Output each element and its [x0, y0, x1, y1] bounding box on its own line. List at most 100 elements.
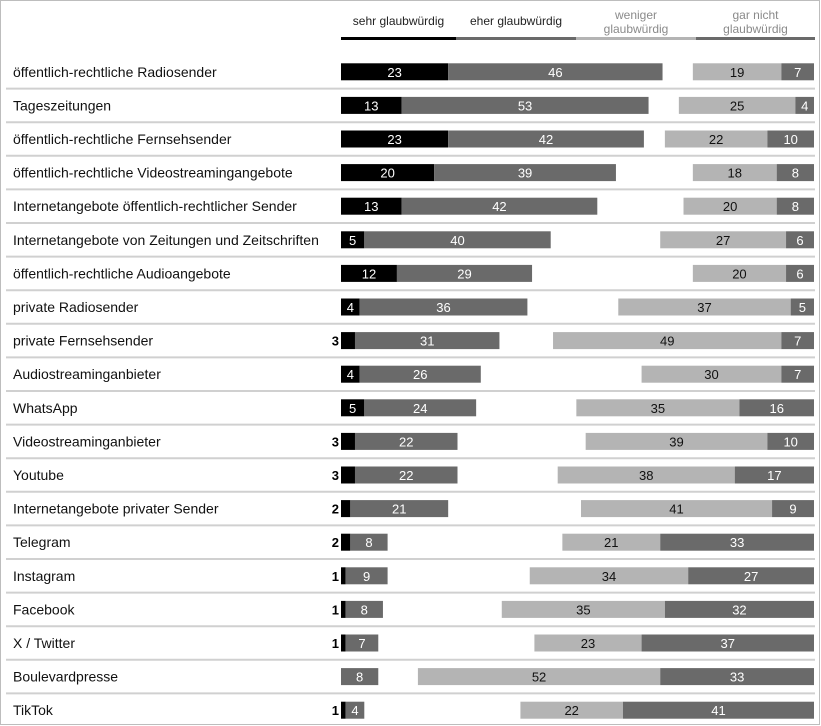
bar-weniger-glaubwuerdig: [529, 567, 689, 585]
bar-weniger-glaubwuerdig: [557, 466, 735, 484]
category-label: Internetangebote öffentlich-rechtlicher …: [13, 198, 297, 214]
value-label-eher: 26: [413, 367, 427, 382]
value-label-gar-nicht: 27: [744, 569, 758, 584]
value-label-sehr: 4: [347, 367, 354, 382]
value-label-sehr: 5: [349, 401, 356, 416]
value-label-sehr: 3: [332, 468, 339, 483]
category-label: öffentlich-rechtliche Audioangebote: [13, 265, 231, 281]
bar-weniger-glaubwuerdig: [501, 600, 665, 618]
legend-swatch-3: [576, 37, 696, 40]
value-label-gar-nicht: 37: [721, 636, 735, 651]
value-label-weniger: 35: [651, 401, 665, 416]
value-label-weniger: 18: [728, 166, 742, 181]
value-label-weniger: 39: [669, 434, 683, 449]
bar-eher-glaubwuerdig: [401, 197, 598, 215]
bar-weniger-glaubwuerdig: [692, 63, 782, 81]
value-label-weniger: 19: [730, 65, 744, 80]
value-label-weniger: 30: [704, 367, 718, 382]
bar-gar-nicht-glaubwuerdig: [660, 533, 814, 551]
value-label-weniger: 20: [732, 266, 746, 281]
bar-gar-nicht-glaubwuerdig: [688, 567, 814, 585]
value-label-sehr: 4: [347, 300, 354, 315]
bar-weniger-glaubwuerdig: [692, 164, 777, 182]
value-label-sehr: 13: [364, 199, 378, 214]
bar-eher-glaubwuerdig: [364, 399, 477, 417]
bar-eher-glaubwuerdig: [434, 164, 616, 182]
bar-sehr-glaubwuerdig: [341, 701, 346, 719]
bar-gar-nicht-glaubwuerdig: [786, 264, 814, 282]
value-label-weniger: 38: [639, 468, 653, 483]
legend-swatch-4: [696, 37, 815, 40]
bar-weniger-glaubwuerdig: [534, 634, 642, 652]
bar-gar-nicht-glaubwuerdig: [781, 332, 814, 350]
value-label-gar-nicht: 6: [796, 233, 803, 248]
value-label-gar-nicht: 7: [794, 65, 801, 80]
value-label-gar-nicht: 17: [767, 468, 781, 483]
value-label-gar-nicht: 4: [801, 98, 808, 113]
bar-eher-glaubwuerdig: [359, 365, 481, 383]
bar-sehr-glaubwuerdig: [341, 264, 397, 282]
legend-label-4-line1: gar nicht: [732, 8, 779, 22]
value-label-sehr: 3: [332, 434, 339, 449]
bar-sehr-glaubwuerdig: [341, 197, 402, 215]
bar-weniger-glaubwuerdig: [692, 264, 787, 282]
value-label-eher: 4: [351, 703, 358, 718]
value-label-eher: 8: [361, 602, 368, 617]
value-label-weniger: 25: [730, 98, 744, 113]
value-label-eher: 46: [548, 65, 562, 80]
value-label-weniger: 23: [581, 636, 595, 651]
value-label-eher: 22: [399, 434, 413, 449]
category-label: Audiostreaminganbieter: [13, 366, 161, 382]
value-label-gar-nicht: 16: [769, 401, 783, 416]
bar-eher-glaubwuerdig: [448, 63, 663, 81]
bar-sehr-glaubwuerdig: [341, 231, 365, 249]
category-label: öffentlich-rechtliche Videostreamingange…: [13, 165, 293, 181]
value-label-eher: 36: [436, 300, 450, 315]
value-label-gar-nicht: 32: [732, 602, 746, 617]
value-label-sehr: 1: [332, 636, 339, 651]
bar-gar-nicht-glaubwuerdig: [781, 63, 814, 81]
value-label-eher: 7: [358, 636, 365, 651]
bar-weniger-glaubwuerdig: [553, 332, 782, 350]
bar-weniger-glaubwuerdig: [585, 432, 768, 450]
value-label-sehr: 12: [362, 266, 376, 281]
category-label: private Fernsehsender: [13, 333, 153, 349]
bar-gar-nicht-glaubwuerdig: [660, 668, 814, 686]
category-label: Facebook: [13, 601, 75, 617]
legend-label-4-line2: glaubwürdig: [723, 22, 788, 36]
value-label-weniger: 52: [532, 670, 546, 685]
bar-sehr-glaubwuerdig: [341, 164, 435, 182]
legend: sehr glaubwürdig eher glaubwürdig wenigerg…: [341, 8, 815, 40]
bar-eher-glaubwuerdig: [448, 130, 644, 148]
value-label-sehr: 20: [380, 166, 394, 181]
bar-weniger-glaubwuerdig: [664, 130, 768, 148]
bar-sehr-glaubwuerdig: [341, 63, 449, 81]
bar-eher-glaubwuerdig: [354, 432, 458, 450]
legend-label-1: sehr glaubwürdig: [353, 14, 444, 28]
value-label-eher: 22: [399, 468, 413, 483]
category-label: Internetangebote privater Sender: [13, 501, 219, 517]
category-label: Internetangebote von Zeitungen und Zeits…: [13, 232, 319, 248]
bar-eher-glaubwuerdig: [396, 264, 533, 282]
bar-sehr-glaubwuerdig: [341, 399, 365, 417]
value-label-gar-nicht: 7: [794, 334, 801, 349]
bar-sehr-glaubwuerdig: [341, 466, 355, 484]
bar-weniger-glaubwuerdig: [641, 365, 782, 383]
value-label-gar-nicht: 33: [730, 535, 744, 550]
bar-eher-glaubwuerdig: [401, 96, 649, 114]
bar-weniger-glaubwuerdig: [562, 533, 661, 551]
value-label-weniger: 22: [564, 703, 578, 718]
bar-sehr-glaubwuerdig: [341, 432, 355, 450]
bar-gar-nicht-glaubwuerdig: [641, 634, 814, 652]
value-label-gar-nicht: 8: [792, 166, 799, 181]
value-label-weniger: 49: [660, 334, 674, 349]
value-label-eher: 21: [392, 502, 406, 517]
value-label-sehr: 1: [332, 569, 339, 584]
bar-gar-nicht-glaubwuerdig: [781, 365, 814, 383]
bar-weniger-glaubwuerdig: [660, 231, 787, 249]
value-label-eher: 53: [518, 98, 532, 113]
bar-gar-nicht-glaubwuerdig: [772, 500, 814, 518]
chart-rows: öffentlich-rechtliche Radiosender 23 46 19 7…: [6, 63, 815, 719]
category-label: Youtube: [13, 467, 64, 483]
category-label: Boulevardpresse: [13, 669, 118, 685]
